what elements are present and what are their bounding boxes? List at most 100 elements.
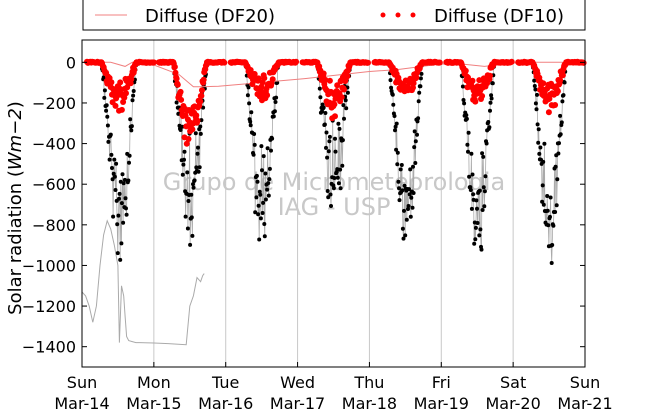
- series-2-point-352: [336, 121, 341, 126]
- y-axis-label-unit-w: W: [5, 151, 26, 170]
- series-2-point-622: [536, 127, 541, 132]
- series-2-point-423: [392, 114, 397, 118]
- series-2-point-339: [329, 204, 333, 208]
- series-1-point-665: [559, 72, 566, 79]
- y-tick-label-2: −400: [32, 135, 76, 154]
- series-2-point-569: [490, 81, 495, 86]
- series-2-point-263: [270, 136, 275, 141]
- series-2-point-440: [402, 208, 406, 213]
- series-2-point-135: [182, 157, 186, 162]
- series-2-point-538: [473, 237, 478, 242]
- series-2-point-566: [489, 93, 494, 98]
- series-2-point-324: [320, 102, 325, 107]
- x-tick-date-3: Mar-17: [270, 394, 325, 409]
- series-2-point-21: [101, 75, 106, 80]
- series-2-point-436: [399, 163, 404, 167]
- series-2-point-523: [464, 116, 469, 121]
- series-1-point-329: [322, 76, 329, 83]
- series-2-point-70: [130, 98, 135, 103]
- series-2-point-563: [487, 125, 492, 130]
- series-2-point-331: [324, 130, 329, 135]
- series-2-point-54: [121, 220, 126, 225]
- series-2-point-452: [408, 214, 413, 219]
- series-2-point-69: [129, 124, 134, 129]
- series-2-point-616: [533, 87, 538, 92]
- series-2-point-531: [469, 151, 474, 156]
- series-2-point-533: [470, 172, 475, 177]
- series-2-point-335: [326, 149, 331, 154]
- y-axis-label-unit-exp: −2: [5, 108, 26, 135]
- series-2-point-361: [341, 103, 346, 108]
- series-2-point-657: [556, 151, 561, 156]
- series-2-point-244: [259, 144, 264, 149]
- series-2-point-442: [403, 233, 408, 238]
- series-1-point-640: [545, 109, 552, 116]
- legend-label-df20: Diffuse (DF20): [145, 6, 275, 27]
- series-2-point-353: [336, 181, 341, 186]
- series-2-point-68: [129, 128, 134, 133]
- y-axis-label-unit-m: m: [5, 135, 26, 153]
- series-2-point-666: [561, 93, 566, 98]
- series-2-point-441: [402, 183, 407, 188]
- series-2-point-360: [340, 138, 345, 143]
- series-2-point-457: [411, 191, 416, 195]
- series-2-point-165: [198, 131, 203, 136]
- series-2-point-369: [345, 90, 350, 95]
- series-1-point-140: [183, 140, 190, 147]
- x-tick-weekday-7: Sun: [570, 373, 600, 392]
- series-2-point-617: [533, 101, 538, 106]
- series-1-point-538: [472, 98, 479, 105]
- series-2-point-623: [537, 151, 542, 156]
- series-2-point-326: [321, 105, 326, 110]
- series-1-point-525: [465, 74, 471, 81]
- series-2-point-222: [247, 101, 252, 106]
- series-2-point-532: [469, 206, 474, 211]
- series-2-point-540: [474, 198, 479, 203]
- series-2-point-459: [412, 129, 417, 134]
- legend-dot-marker-1: [380, 12, 386, 18]
- series-2-point-451: [408, 167, 413, 172]
- series-2-point-164: [198, 124, 203, 129]
- series-2-point-141: [185, 170, 190, 175]
- series-2-point-437: [400, 188, 405, 193]
- series-2-point-235: [254, 195, 259, 200]
- y-axis-label-suffix: ): [5, 101, 26, 108]
- series-1-point-358: [338, 94, 345, 101]
- series-2-point-330: [324, 145, 328, 150]
- series-2-point-129: [178, 128, 183, 132]
- series-2-point-448: [406, 204, 411, 208]
- series-1-point-166: [198, 92, 205, 99]
- series-2-point-458: [412, 145, 417, 150]
- series-2-point-643: [548, 195, 553, 200]
- x-tick-date-6: Mar-20: [485, 394, 540, 409]
- series-2-point-157: [194, 165, 199, 170]
- series-2-point-156: [193, 131, 198, 136]
- series-2-point-230: [251, 152, 256, 157]
- y-tick-label-3: −600: [32, 175, 76, 194]
- series-2-point-238: [256, 212, 261, 217]
- series-1-point-41: [112, 102, 119, 109]
- series-2-point-637: [545, 194, 550, 198]
- series-2-point-39: [112, 157, 117, 162]
- series-2-point-231: [252, 132, 257, 136]
- series-2-point-469: [418, 84, 423, 89]
- series-1-point-52: [118, 106, 125, 113]
- x-tick-weekday-3: Wed: [280, 373, 315, 392]
- series-2-point-430: [396, 179, 401, 184]
- series-2-point-646: [550, 243, 555, 247]
- series-2-point-26: [104, 103, 109, 108]
- series-2-point-259: [267, 166, 272, 171]
- series-2-point-642: [548, 214, 552, 219]
- series-2-point-565: [488, 100, 493, 105]
- series-1-point-157: [193, 112, 200, 119]
- series-2-point-556: [483, 174, 488, 179]
- legend-dot-marker-2: [395, 12, 401, 18]
- series-1-point-124: [174, 81, 181, 88]
- series-2-point-338: [328, 192, 333, 197]
- series-2-point-552: [481, 154, 486, 159]
- series-2-point-261: [269, 148, 273, 153]
- series-2-point-445: [404, 217, 409, 222]
- series-2-point-434: [398, 167, 403, 172]
- series-1-point-395: [365, 59, 371, 66]
- series-2-point-136: [182, 149, 187, 154]
